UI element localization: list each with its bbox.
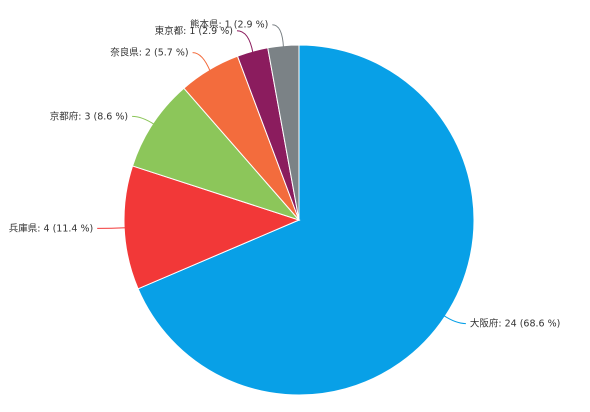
data-label-3: 京都府: 3 (8.6 %) <box>50 110 128 122</box>
label-connector-4 <box>192 52 211 72</box>
slices-layer <box>123 44 475 396</box>
label-connector-1 <box>443 314 466 325</box>
connectors-layer <box>97 24 466 325</box>
label-connector-2 <box>97 227 127 229</box>
data-label-4: 奈良県: 2 (5.7 %) <box>110 47 188 59</box>
label-connector-3 <box>132 115 155 126</box>
label-connector-5 <box>236 30 254 54</box>
data-label-6: 熊本県: 1 (2.9 %) <box>190 19 268 31</box>
data-label-2: 兵庫県: 4 (11.4 %) <box>9 222 93 234</box>
label-connector-6 <box>272 24 284 48</box>
data-label-1: 大阪府: 24 (68.6 %) <box>470 318 560 330</box>
data-label-5: 東京都: 1 (2.9 %) <box>155 25 233 37</box>
labels-layer: 大阪府: 24 (68.6 %) 兵庫県: 4 (11.4 %) 京都府: 3 (8… <box>9 19 561 330</box>
